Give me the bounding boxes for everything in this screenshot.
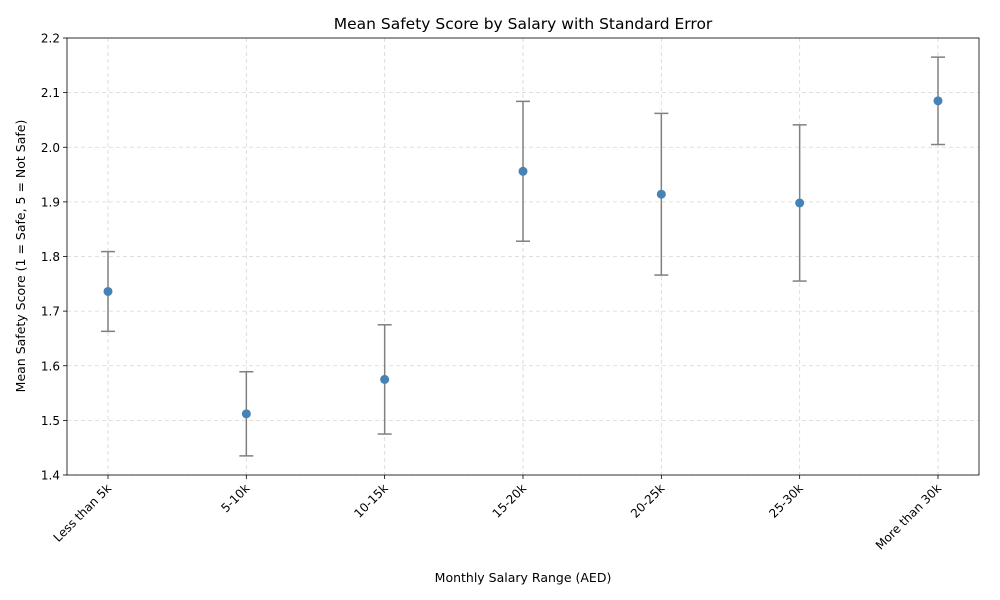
y-tick-label: 1.6 xyxy=(41,359,60,373)
data-point xyxy=(241,409,251,419)
y-tick-label: 1.8 xyxy=(41,250,60,264)
x-tick-label: 10-15k xyxy=(351,481,391,521)
x-tick-label: More than 30k xyxy=(873,481,944,552)
x-axis-label: Monthly Salary Range (AED) xyxy=(435,570,612,585)
x-tick-label: Less than 5k xyxy=(51,481,115,545)
data-point xyxy=(518,166,528,176)
x-tick-label: 5-10k xyxy=(218,481,252,515)
data-point xyxy=(380,374,390,384)
data-point xyxy=(103,286,113,296)
point-layer xyxy=(103,96,943,419)
y-tick-label: 1.4 xyxy=(41,469,60,483)
data-point xyxy=(933,96,943,106)
y-tick-label: 2.2 xyxy=(41,32,60,46)
x-tick-label: 15-20k xyxy=(490,481,530,521)
y-tick-label: 1.7 xyxy=(41,305,60,319)
chart-title: Mean Safety Score by Salary with Standar… xyxy=(334,15,713,33)
y-axis-label: Mean Safety Score (1 = Safe, 5 = Not Saf… xyxy=(13,120,28,393)
y-tick-label: 2.0 xyxy=(41,141,60,155)
tick-layer: 1.4 1.5 1.6 1.7 1.8 1.9 2.0 2.1 2.2 Less than 5k 5… xyxy=(41,32,944,553)
y-tick-label: 1.5 xyxy=(41,414,60,428)
y-tick-label: 1.9 xyxy=(41,195,60,209)
x-tick-label: 20-25k xyxy=(628,481,668,521)
y-tick-label: 2.1 xyxy=(41,86,60,100)
x-tick-label: 25-30k xyxy=(766,481,806,521)
data-point xyxy=(656,189,666,199)
data-point xyxy=(795,198,805,208)
